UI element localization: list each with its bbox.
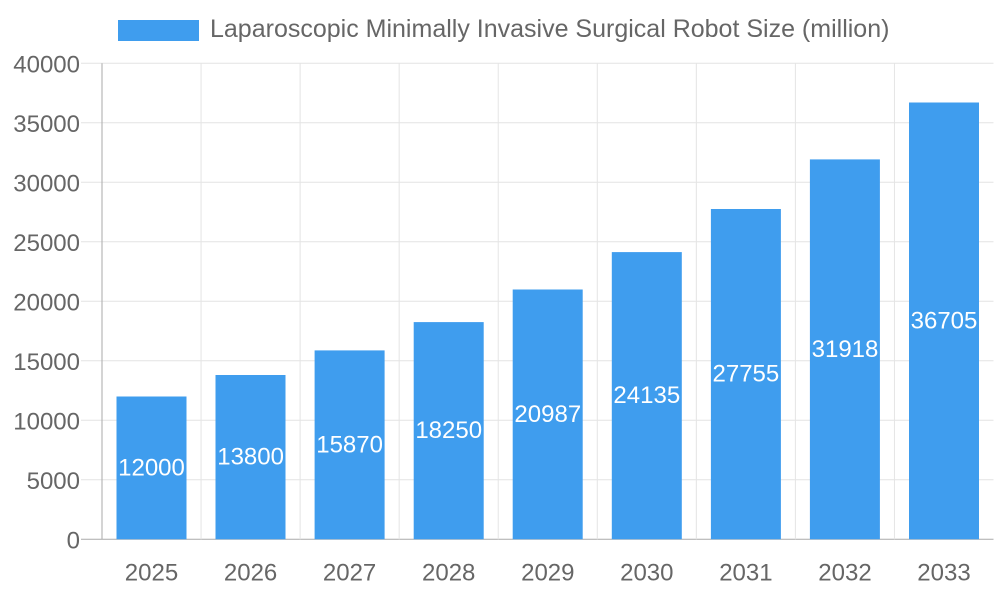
svg-text:13800: 13800 bbox=[217, 444, 284, 471]
svg-text:27755: 27755 bbox=[713, 361, 780, 388]
svg-text:31918: 31918 bbox=[812, 336, 879, 363]
svg-text:18250: 18250 bbox=[415, 417, 482, 444]
svg-text:Laparoscopic Minimally Invasiv: Laparoscopic Minimally Invasive Surgical… bbox=[210, 15, 889, 43]
svg-text:2031: 2031 bbox=[719, 559, 772, 586]
svg-text:2029: 2029 bbox=[521, 559, 574, 586]
svg-text:15000: 15000 bbox=[13, 349, 80, 376]
svg-text:0: 0 bbox=[67, 527, 80, 554]
svg-text:20000: 20000 bbox=[13, 289, 80, 316]
svg-text:12000: 12000 bbox=[118, 454, 185, 481]
svg-text:5000: 5000 bbox=[27, 468, 80, 495]
svg-text:40000: 40000 bbox=[13, 51, 80, 78]
svg-text:10000: 10000 bbox=[13, 408, 80, 435]
svg-text:30000: 30000 bbox=[13, 170, 80, 197]
svg-text:2026: 2026 bbox=[224, 559, 277, 586]
svg-text:20987: 20987 bbox=[514, 401, 581, 428]
svg-text:36705: 36705 bbox=[911, 307, 978, 334]
svg-text:2025: 2025 bbox=[125, 559, 178, 586]
svg-text:2030: 2030 bbox=[620, 559, 673, 586]
svg-text:2032: 2032 bbox=[818, 559, 871, 586]
svg-text:25000: 25000 bbox=[13, 230, 80, 257]
svg-text:24135: 24135 bbox=[613, 382, 680, 409]
svg-text:2033: 2033 bbox=[917, 559, 970, 586]
svg-text:15870: 15870 bbox=[316, 431, 383, 458]
svg-text:2028: 2028 bbox=[422, 559, 475, 586]
svg-text:2027: 2027 bbox=[323, 559, 376, 586]
svg-text:35000: 35000 bbox=[13, 111, 80, 138]
